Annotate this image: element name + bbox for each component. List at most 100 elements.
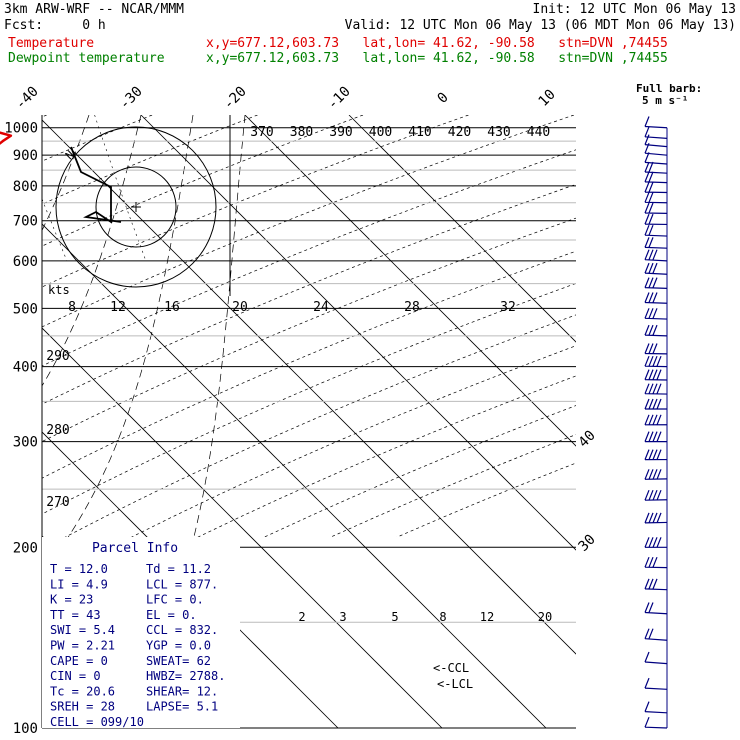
isotherm-line xyxy=(42,119,576,655)
isotherm-label: 40 xyxy=(576,428,599,451)
dry-adiabat-line xyxy=(42,250,576,479)
isotherm-line xyxy=(140,115,576,551)
wind-barb xyxy=(644,262,668,275)
theta-label: 380 xyxy=(290,125,313,140)
parcel-info-left: T = 12.0 xyxy=(50,562,108,576)
wind-barb xyxy=(644,237,668,249)
isotherm-label: 30 xyxy=(576,532,599,555)
pressure-tick-label: 100 xyxy=(13,721,38,737)
parcel-info-right: CCL = 832. xyxy=(146,623,218,637)
temperature-profile xyxy=(0,131,13,145)
wind-barb xyxy=(644,202,668,214)
hodograph-speed-label: 20 xyxy=(232,300,248,315)
isotherm-line xyxy=(42,223,547,728)
wind-barb xyxy=(644,192,668,204)
lcl-marker: <-LCL xyxy=(437,677,473,691)
wind-barb xyxy=(644,556,668,569)
parcel-info-left: SREH = 28 xyxy=(50,700,115,714)
pressure-tick-label: 600 xyxy=(13,254,38,270)
moist-adiabat-line xyxy=(60,115,194,548)
mixing-ratio-label: 20 xyxy=(538,610,552,624)
mixing-ratio-line xyxy=(94,115,147,262)
parcel-info-left: LI = 4.9 xyxy=(50,577,108,591)
wind-barb xyxy=(644,181,668,194)
wind-barb xyxy=(644,324,668,337)
barb-legend-title: Full barb: xyxy=(636,82,702,95)
hodograph-center-cross xyxy=(131,202,141,212)
parcel-info-left: TT = 43 xyxy=(50,608,101,622)
temperature-location: x,y=677.12,603.73 lat,lon= 41.62, -90.58… xyxy=(206,36,668,51)
theta-label: 370 xyxy=(250,125,273,140)
pressure-tick-label: 400 xyxy=(13,360,38,376)
hodograph-units-label: kts xyxy=(48,283,70,297)
wind-barb xyxy=(644,651,668,665)
parcel-info-box xyxy=(42,537,240,728)
isotherm-line xyxy=(244,115,576,447)
grid-lines xyxy=(0,115,576,728)
isotherm-label: -30 xyxy=(117,84,146,113)
wind-barb xyxy=(644,628,668,641)
parcel-info-right: YGP = 0.0 xyxy=(146,639,211,653)
hodograph-speed-label: 8 xyxy=(68,300,76,315)
wind-barb xyxy=(644,578,668,591)
mixing-ratio-label: 3 xyxy=(339,610,346,624)
parcel-info-left: SWI = 5.4 xyxy=(50,623,115,637)
temperature-legend: Temperature xyxy=(8,36,95,51)
ccl-marker: <-CCL xyxy=(433,661,469,675)
parcel-info-right: HWBZ= 2788. xyxy=(146,669,225,683)
wind-barb xyxy=(644,469,668,480)
wind-barb xyxy=(644,213,668,226)
mixing-ratio-label: 5 xyxy=(391,610,398,624)
theta-label: 410 xyxy=(408,125,431,140)
isotherm-line xyxy=(42,327,443,728)
dewpoint-location: x,y=677.12,603.73 lat,lon= 41.62, -90.58… xyxy=(206,51,668,66)
grid-lines-upper xyxy=(42,115,576,537)
hodograph-speed-label: 28 xyxy=(404,300,420,315)
theta-label: 440 xyxy=(527,125,550,140)
pressure-tick-label: 800 xyxy=(13,179,38,195)
isotherm-line xyxy=(0,115,26,728)
wind-barb xyxy=(644,369,668,381)
parcel-info-left: CELL = 099/10 xyxy=(50,715,144,729)
parcel-info-title: Parcel Info xyxy=(92,541,178,556)
hodograph-trace xyxy=(70,146,122,224)
isotherm-label: -20 xyxy=(221,84,250,113)
valid-time: Valid: 12 UTC Mon 06 May 13 (06 MDT Mon … xyxy=(344,18,736,33)
parcel-info-right: SWEAT= 62 xyxy=(146,654,211,668)
hodograph-ring xyxy=(95,166,177,248)
wind-barb xyxy=(644,308,668,320)
wind-barb xyxy=(644,701,668,714)
hodograph-speed-label: 12 xyxy=(110,300,126,315)
theta-label: 430 xyxy=(487,125,510,140)
dry-adiabat-line xyxy=(42,149,576,367)
parcel-info-right: Td = 11.2 xyxy=(146,562,211,576)
theta-label: 420 xyxy=(448,125,471,140)
isotherm-label: -40 xyxy=(13,84,42,113)
wind-barb xyxy=(644,602,668,615)
dry-adiabat-line xyxy=(42,115,47,118)
wind-barb xyxy=(644,677,668,690)
isotherm-label: -10 xyxy=(325,84,354,113)
dry-adiabat-line xyxy=(42,115,469,288)
pressure-tick-label: 200 xyxy=(13,540,38,556)
dry-adiabat-line xyxy=(42,115,575,328)
dry-adiabat-line xyxy=(197,375,576,537)
init-time: Init: 12 UTC Mon 06 May 13 xyxy=(532,2,737,17)
parcel-info-right: SHEAR= 12. xyxy=(146,684,218,698)
wind-barb xyxy=(644,512,668,524)
pressure-tick-label: 900 xyxy=(13,148,38,164)
parcel-info-right: EL = 0. xyxy=(146,608,197,622)
pressure-tick-label: 300 xyxy=(13,435,38,451)
moist-adiabat-line xyxy=(190,115,246,548)
model-title: 3km ARW-WRF -- NCAR/MMM xyxy=(4,2,185,17)
mixing-ratio-label: 12 xyxy=(480,610,494,624)
wind-barb xyxy=(644,343,668,355)
dewpoint-legend: Dewpoint temperature xyxy=(8,51,165,66)
wind-barb xyxy=(644,126,668,139)
dry-adiabat-line xyxy=(42,115,258,205)
wind-barb xyxy=(644,489,668,501)
wind-barb xyxy=(644,277,668,289)
forecast-hour: Fcst: 0 h xyxy=(4,18,106,33)
dry-adiabat-line xyxy=(330,434,576,537)
